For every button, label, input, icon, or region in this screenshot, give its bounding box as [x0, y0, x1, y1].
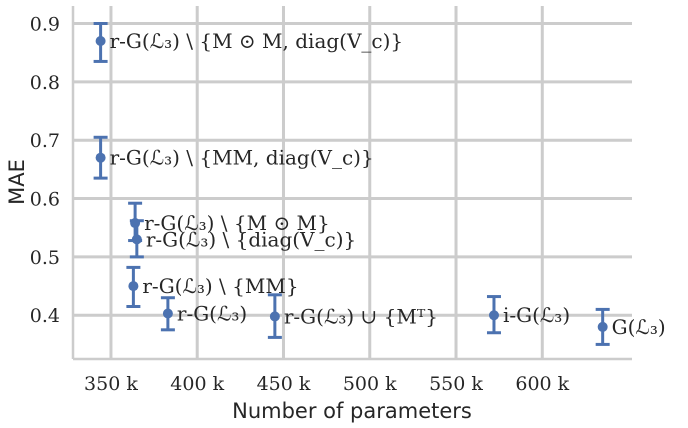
point-marker — [162, 308, 173, 319]
data-point: r-G(ℒ₃) \ {M ⊙ M, diag(V_c)} — [93, 22, 404, 63]
point-label: r-G(ℒ₃) — [177, 301, 247, 325]
point-label: r-G(ℒ₃) \ {diag(V_c)} — [146, 227, 356, 251]
y-tick-label: 0.4 — [30, 305, 60, 327]
point-marker — [95, 36, 106, 47]
x-tick-label: 450 k — [257, 373, 311, 395]
point-marker — [269, 311, 280, 322]
data-points: r-G(ℒ₃) \ {M ⊙ M, diag(V_c)} r-G(ℒ₃) \ {M… — [93, 22, 666, 346]
y-tick-label: 0.5 — [30, 247, 60, 269]
point-marker — [488, 310, 499, 321]
x-tick-label: 550 k — [429, 373, 483, 395]
y-axis-label: MAE — [5, 159, 29, 205]
point-label: r-G(ℒ₃) \ {M ⊙ M} — [144, 211, 330, 235]
point-label: G(ℒ₃) — [612, 315, 666, 339]
data-point: r-G(ℒ₃) \ {MM, diag(V_c)} — [93, 135, 374, 180]
x-tick-label: 350 k — [84, 373, 138, 395]
point-marker — [597, 321, 608, 332]
point-label: i-G(ℒ₃) — [503, 303, 570, 327]
data-point: i-G(ℒ₃) — [486, 295, 570, 335]
point-marker — [95, 152, 106, 163]
data-point: r-G(ℒ₃) \ {diag(V_c)} — [129, 219, 356, 259]
x-axis-label: Number of parameters — [232, 399, 472, 423]
y-tick-label: 0.9 — [30, 14, 60, 36]
y-tick-label: 0.8 — [30, 72, 60, 94]
point-label: r-G(ℒ₃) \ {MM, diag(V_c)} — [110, 146, 374, 170]
y-tick-label: 0.7 — [30, 130, 60, 152]
data-point: r-G(ℒ₃) — [160, 296, 247, 332]
point-label: r-G(ℒ₃) ∪ {Mᵀ} — [284, 304, 438, 328]
point-marker — [131, 234, 142, 245]
data-point: r-G(ℒ₃) ∪ {Mᵀ} — [267, 293, 438, 339]
y-tick-label: 0.6 — [30, 189, 60, 211]
point-marker — [128, 281, 139, 292]
x-tick-label: 500 k — [343, 373, 397, 395]
data-point: G(ℒ₃) — [595, 307, 666, 346]
x-tick-label: 600 k — [515, 373, 569, 395]
data-point: r-G(ℒ₃) \ {M ⊙ M} — [128, 201, 330, 243]
tick-labels: 350 k 400 k 450 k 500 k 550 k 600 k 0.4 0.5 0.6 0… — [30, 14, 570, 395]
x-tick-label: 400 k — [170, 373, 224, 395]
point-label: r-G(ℒ₃) \ {M ⊙ M, diag(V_c)} — [110, 29, 404, 53]
